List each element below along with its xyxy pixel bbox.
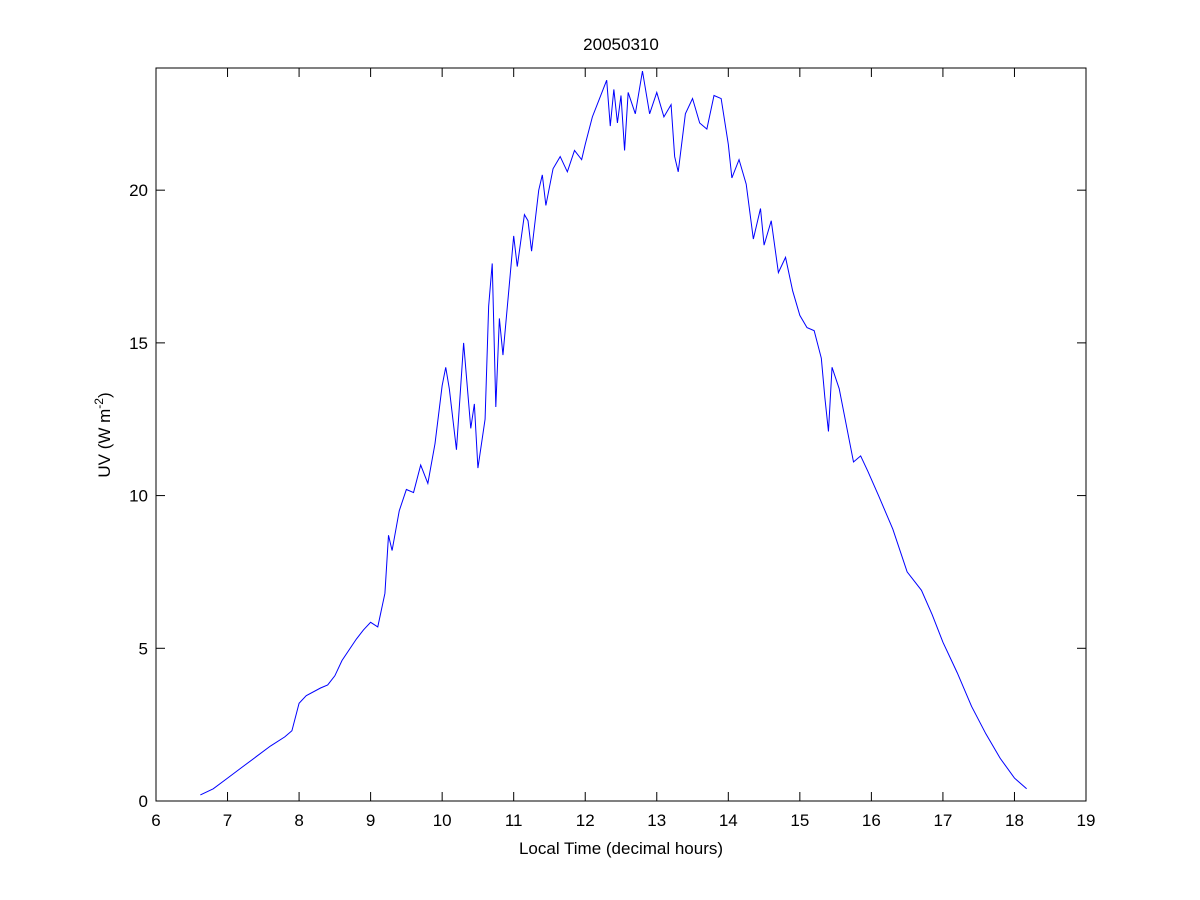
y-tick-label: 10 [129, 487, 148, 506]
x-tick-label: 15 [790, 811, 809, 830]
y-label-sup: -2 [92, 398, 106, 409]
x-tick-label: 7 [223, 811, 232, 830]
chart-title: 20050310 [583, 35, 659, 54]
y-tick-label: 5 [139, 639, 148, 658]
x-axis-label: Local Time (decimal hours) [519, 839, 723, 858]
x-tick-label: 13 [647, 811, 666, 830]
data-line [200, 70, 1027, 796]
y-axis-label: UV (W m-2) [92, 392, 114, 477]
x-tick-label: 6 [151, 811, 160, 830]
axes-box [155, 67, 1087, 802]
x-tick-label: 19 [1077, 811, 1096, 830]
y-tick-label: 20 [129, 181, 148, 200]
x-tick-label: 16 [862, 811, 881, 830]
x-tick-label: 8 [294, 811, 303, 830]
x-tick-label: 11 [505, 811, 523, 830]
x-tick-label: 14 [719, 811, 738, 830]
y-tick-label: 15 [129, 334, 148, 353]
x-tick-label: 10 [433, 811, 452, 830]
x-tick-label: 9 [366, 811, 375, 830]
y-label-part: ) [95, 392, 114, 398]
y-tick-label: 0 [139, 792, 148, 811]
x-tick-label: 18 [1005, 811, 1024, 830]
x-tick-label: 17 [933, 811, 952, 830]
x-tick-label: 12 [576, 811, 595, 830]
y-label-part: UV (W m [95, 409, 114, 478]
